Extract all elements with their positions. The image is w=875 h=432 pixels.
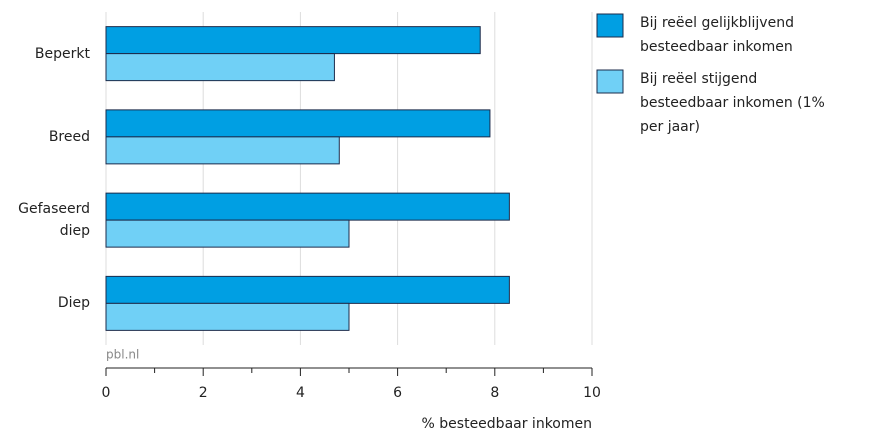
y-tick-label: Breed [48, 128, 90, 145]
x-tick-label: 6 [393, 385, 402, 401]
y-tick-label: Gefaseerd diep [18, 201, 90, 240]
bar [105, 192, 510, 221]
x-tick-label: 4 [296, 385, 305, 401]
x-tick-label: 0 [102, 385, 111, 401]
bar [105, 109, 491, 138]
legend-label: Bij reëel stijgend besteedbaar inkomen (… [640, 71, 825, 135]
x-tick-label: 10 [583, 385, 601, 401]
y-tick-label: Beperkt [34, 45, 90, 62]
bar [105, 219, 350, 248]
bar [105, 53, 335, 82]
source: pbl.nl [106, 348, 139, 362]
y-tick-label: Diep [57, 295, 90, 312]
bar [105, 275, 510, 304]
bar [105, 26, 481, 55]
x-tick-label: 2 [199, 385, 208, 401]
bar [105, 302, 350, 331]
x-tick-label: 8 [490, 385, 499, 401]
legend-label: Bij reëel gelijkblijvend besteedbaar ink… [640, 15, 794, 55]
legend-swatch [596, 13, 624, 38]
x-axis-label: % besteedbaar inkomen [422, 416, 592, 432]
legend-swatch [596, 69, 624, 94]
bar [105, 136, 340, 165]
